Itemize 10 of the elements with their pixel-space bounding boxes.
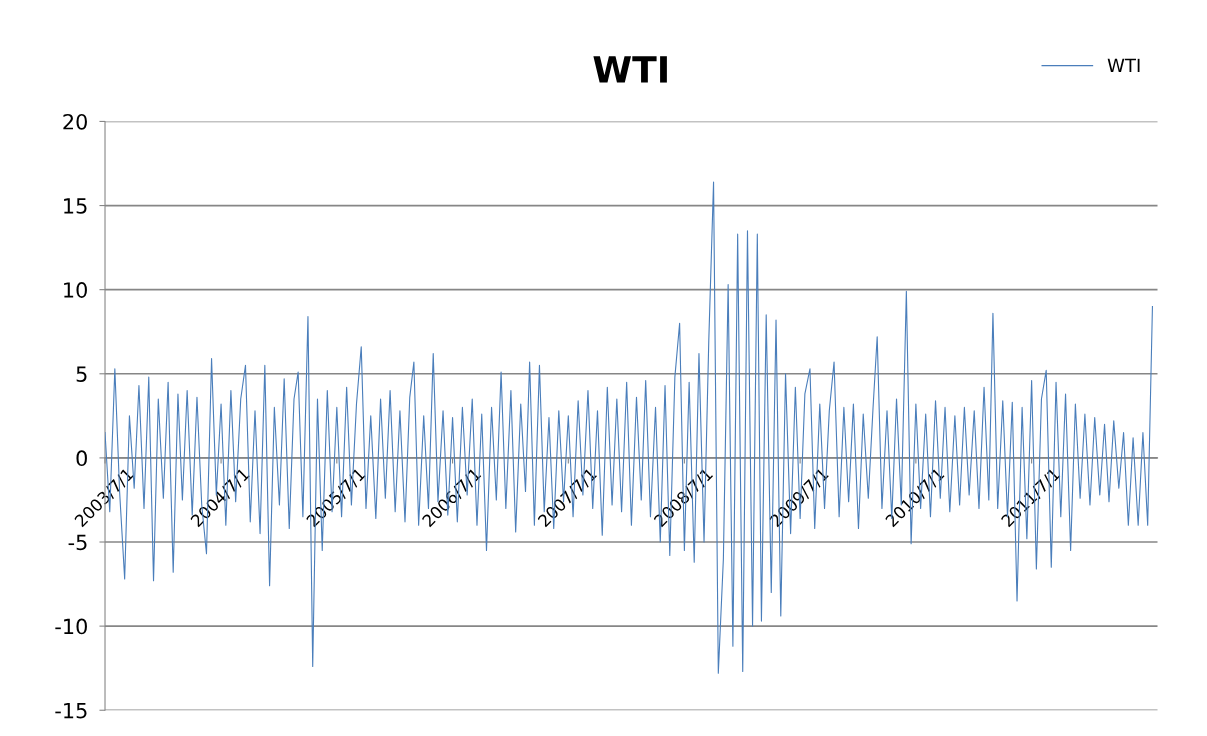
y-tick-label: -10 [55, 618, 87, 635]
y-tick-label: -15 [55, 702, 87, 719]
y-tick-label: 15 [64, 198, 87, 214]
legend-label: WTI [1107, 58, 1140, 72]
chart-title: WTI [593, 56, 667, 83]
y-tick-label: 20 [63, 113, 87, 130]
y-tick-label: 0 [76, 450, 87, 467]
y-tick-label: 10 [64, 282, 87, 298]
y-tick-label: -5 [68, 534, 87, 551]
y-tick-label: 5 [76, 366, 87, 382]
